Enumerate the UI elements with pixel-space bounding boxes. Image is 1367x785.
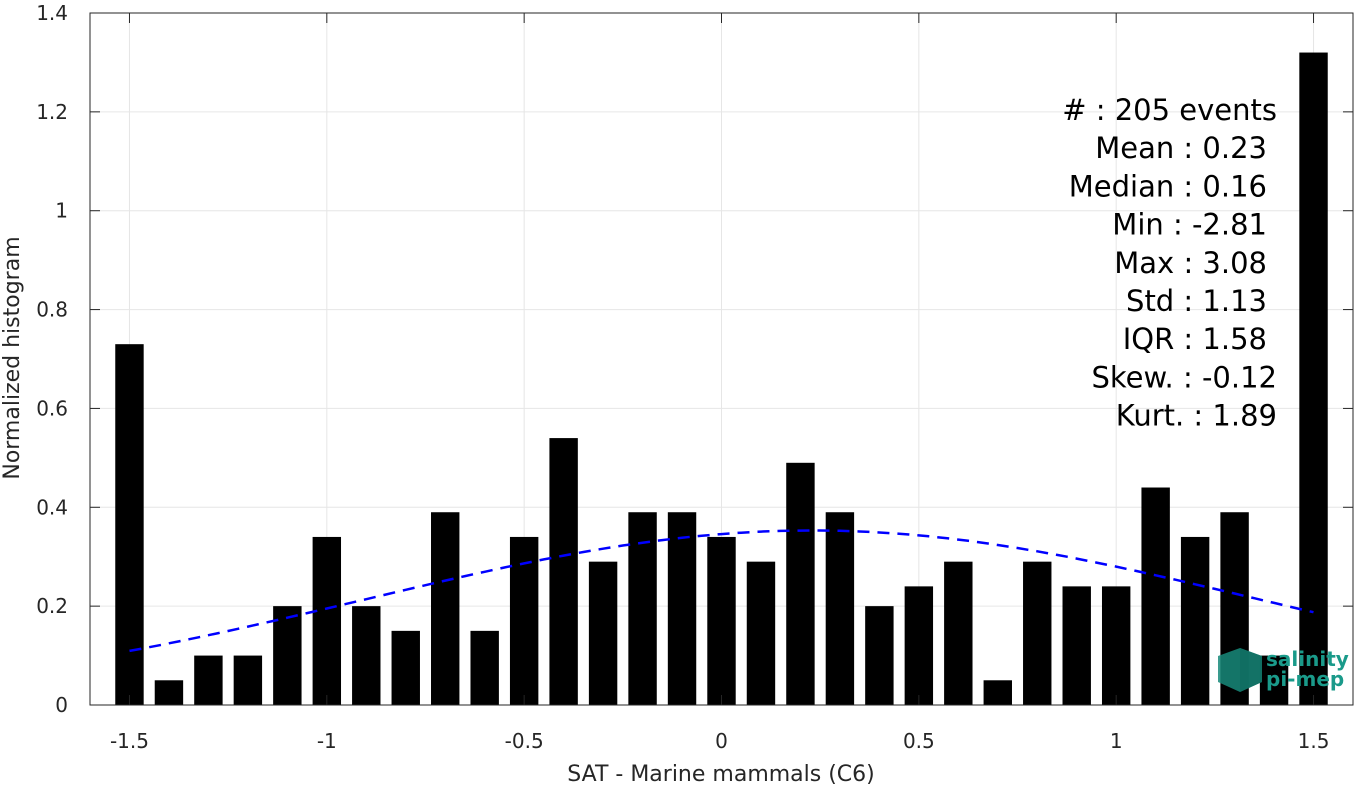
stat-line: Median : 0.16 [1069,169,1267,203]
stat-line: Kurt. : 1.89 [1116,399,1277,433]
histogram-bar [233,655,263,705]
histogram-bar [707,536,736,705]
y-tick-label: 0.6 [36,396,68,420]
histogram-bar [944,561,973,705]
x-tick-label: 1.5 [1298,729,1330,753]
histogram-bar [549,438,578,705]
x-tick-label: 0 [715,729,728,753]
stat-line: Min : -2.81 [1112,208,1267,242]
stat-line: Max : 3.08 [1114,246,1267,280]
histogram-bar [154,680,184,705]
histogram-bar [904,586,934,705]
histogram-bar [1180,536,1210,705]
histogram-bar [470,630,499,705]
y-tick-label: 0 [55,693,68,717]
y-tick-label: 1 [55,199,68,223]
y-tick-label: 0.2 [36,594,68,618]
histogram-bar [825,512,855,705]
stats-box: # : 205 events Mean : 0.23 Median : 0.16 Mi… [1062,93,1277,433]
histogram-bar [1101,586,1131,705]
y-tick-label: 0.4 [36,495,68,519]
stat-line: # : 205 events [1062,93,1277,127]
x-tick-label: 0.5 [903,729,935,753]
histogram-bar [431,512,460,705]
x-tick-label: 1 [1110,729,1123,753]
y-tick-label: 0.8 [36,298,68,322]
normal-fit-curve [129,529,1314,653]
histogram-bar [1299,52,1328,706]
bar-series [115,52,1328,706]
logo-line2: pi-mep [1266,667,1344,691]
x-tick-label: -1 [317,729,337,753]
y-tick-label: 1.2 [36,100,68,124]
histogram-bar [667,512,697,705]
stat-line: Std : 1.13 [1126,284,1267,318]
axis-ticks [90,12,1353,706]
histogram-bar [983,680,1012,705]
histogram-bar [194,655,223,705]
histogram-bar [1023,561,1052,705]
salinity-pimep-logo: salinity pi-mep [1218,647,1349,692]
histogram-bar [1062,586,1091,705]
logo-line1: salinity [1266,647,1349,671]
stat-line: Skew. : -0.12 [1091,360,1277,394]
logo-cube-face-icon [1240,648,1262,692]
histogram-bar [746,561,776,705]
x-tick-label: -0.5 [505,729,544,753]
x-tick-labels: -1.5 -1 -0.5 0 0.5 1 1.5 [110,729,1329,753]
histogram-bar [509,536,539,705]
y-axis-label: Normalized histogram [0,236,25,479]
y-tick-labels: 0 0.2 0.4 0.6 0.8 1 1.2 1.4 [36,1,68,717]
x-axis-label: SAT - Marine mammals (C6) [567,762,875,785]
histogram-bar [273,606,302,705]
histogram-bar [115,344,144,705]
histogram-bar [1259,655,1289,705]
histogram-bar [588,561,618,705]
histogram-bar [1141,487,1170,705]
histogram-bar [391,630,420,705]
histogram-bar [352,606,381,705]
x-tick-label: -1.5 [110,729,149,753]
stat-line: IQR : 1.58 [1123,322,1267,356]
histogram-bar [786,462,815,705]
stat-line: Mean : 0.23 [1095,131,1267,165]
histogram-bar [312,536,342,705]
histogram-bar [628,512,657,705]
y-tick-label: 1.4 [36,1,68,25]
histogram-bar [865,606,894,705]
